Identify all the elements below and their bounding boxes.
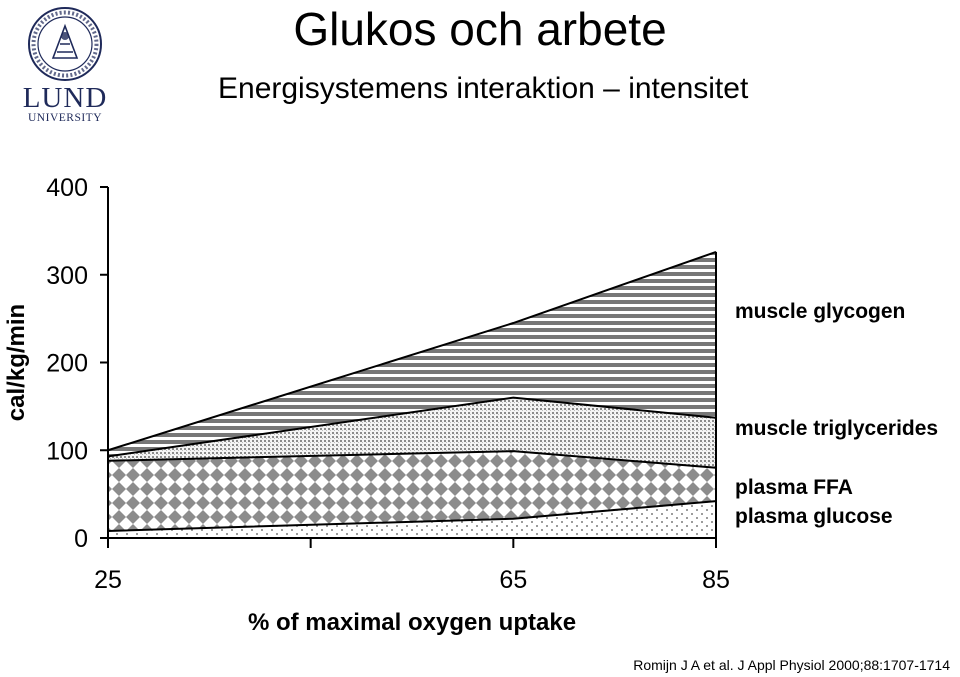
x-tick-label: 25 (94, 566, 122, 594)
slide-title-text: Glukos och arbete (293, 3, 667, 55)
line-muscle-triglycerides (107, 396, 717, 458)
y-tick-label: 300 (46, 262, 88, 290)
line-muscle-glycogen (107, 250, 717, 452)
logo-wordmark: LUND (22, 82, 108, 114)
y-tick-label: 0 (74, 525, 88, 553)
legend-label-plasma-FFA: plasma FFA (735, 476, 853, 499)
slide-subtitle: Energisystemens interaktion – intensitet (218, 72, 749, 105)
x-tick-label: 85 (702, 566, 730, 594)
university-seal-icon (28, 7, 102, 81)
lund-university-logo: LUND UNIVERSITY (18, 6, 112, 124)
area-muscle-glycogen (108, 251, 716, 457)
logo-subtext: UNIVERSITY (28, 112, 102, 124)
y-axis-title: cal/kg/min (3, 304, 30, 421)
line-plasma-glucose (107, 500, 717, 532)
x-axis-title: % of maximal oxygen uptake (248, 609, 576, 636)
y-tick-label: 400 (46, 174, 88, 202)
legend-label-plasma-glucose: plasma glucose (735, 505, 893, 528)
area-muscle-triglycerides (108, 397, 716, 468)
citation-credit: Romijn J A et al. J Appl Physiol 2000;88… (633, 657, 950, 673)
stacked-area-chart: 0 100 200 300 400 25 65 85 % of maximal oxygen u… (3, 174, 938, 636)
slide-title: Glukos och arbete (0, 2, 960, 56)
area-plasma-FFA (108, 451, 716, 531)
x-tick-label: 65 (499, 566, 527, 594)
y-tick-label: 100 (46, 437, 88, 465)
legend-label-muscle-glycogen: muscle glycogen (735, 300, 905, 323)
y-tick-label: 200 (46, 350, 88, 378)
line-plasma-FFA (107, 450, 717, 469)
area-plasma-glucose (108, 501, 716, 538)
legend-label-muscle-triglycerides: muscle triglycerides (735, 417, 938, 440)
